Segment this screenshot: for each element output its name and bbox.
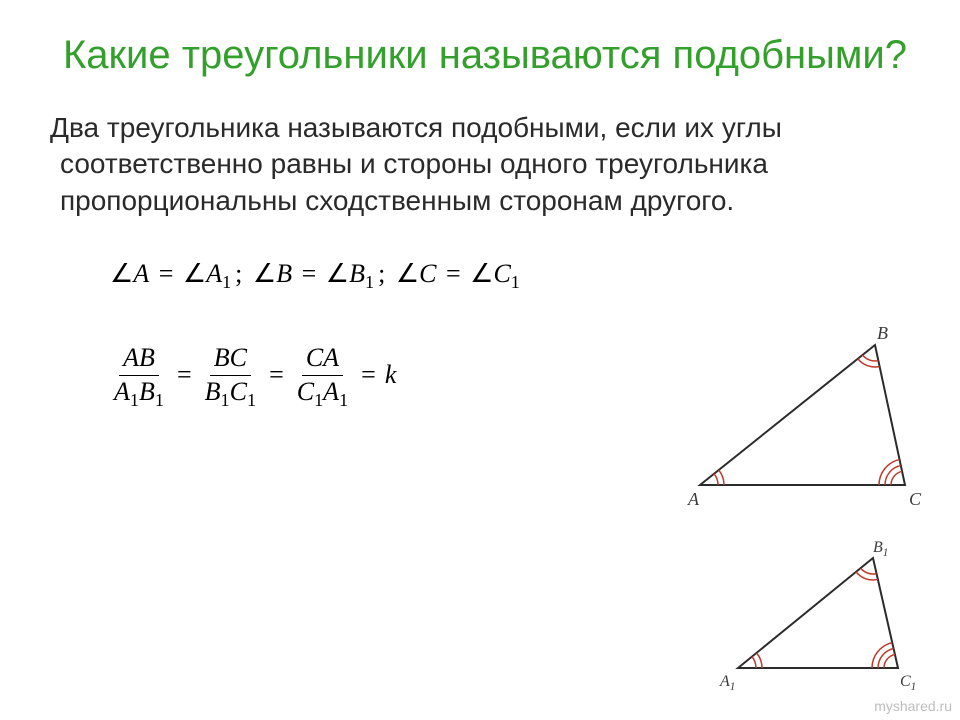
triangle-diagrams: A B C A1 B1 C1 [680,325,935,698]
slide-title: Какие треугольники называются подобными? [50,30,920,80]
svg-text:A1: A1 [719,673,735,693]
slide: Какие треугольники называются подобными?… [0,0,960,720]
svg-text:B: B [877,325,888,343]
watermark: myshared.ru [874,698,952,714]
svg-text:C1: C1 [900,673,916,693]
svg-text:A: A [687,489,700,509]
triangle-small: A1 B1 C1 [698,528,933,693]
angle-equalities: ∠A = ∠A1; ∠B = ∠B1; ∠C = ∠C1 [110,259,920,289]
definition-text: Два треугольника называются подобными, е… [50,110,920,219]
triangle-large: A B C [680,325,935,515]
svg-text:C: C [909,489,922,509]
svg-text:B1: B1 [873,539,888,559]
